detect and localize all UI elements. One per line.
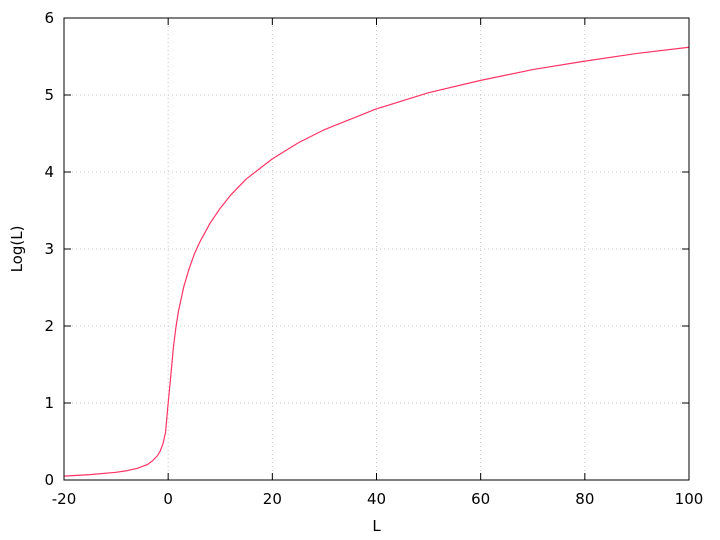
x-tick-label: 0	[163, 490, 173, 508]
x-tick-label: 20	[263, 490, 282, 508]
y-axis-label: Log(L)	[8, 226, 26, 273]
x-axis-label: L	[372, 517, 381, 535]
x-tick-label: 80	[575, 490, 594, 508]
series-layer	[63, 46, 690, 477]
x-tick-label: -20	[52, 490, 77, 508]
y-tick-label: 1	[44, 394, 54, 412]
series-line-0	[63, 46, 690, 477]
y-tick-label: 5	[44, 86, 54, 104]
x-tick-label: 40	[367, 490, 386, 508]
y-tick-label: 6	[44, 9, 54, 27]
y-tick-label: 4	[44, 163, 54, 181]
y-tick-label: 0	[44, 471, 54, 489]
plot-frame	[63, 17, 690, 481]
grid-layer	[64, 18, 689, 480]
y-tick-label: 3	[44, 240, 54, 258]
y-tick-label: 2	[44, 317, 54, 335]
x-tick-label: 100	[675, 490, 704, 508]
x-tick-label: 60	[471, 490, 490, 508]
